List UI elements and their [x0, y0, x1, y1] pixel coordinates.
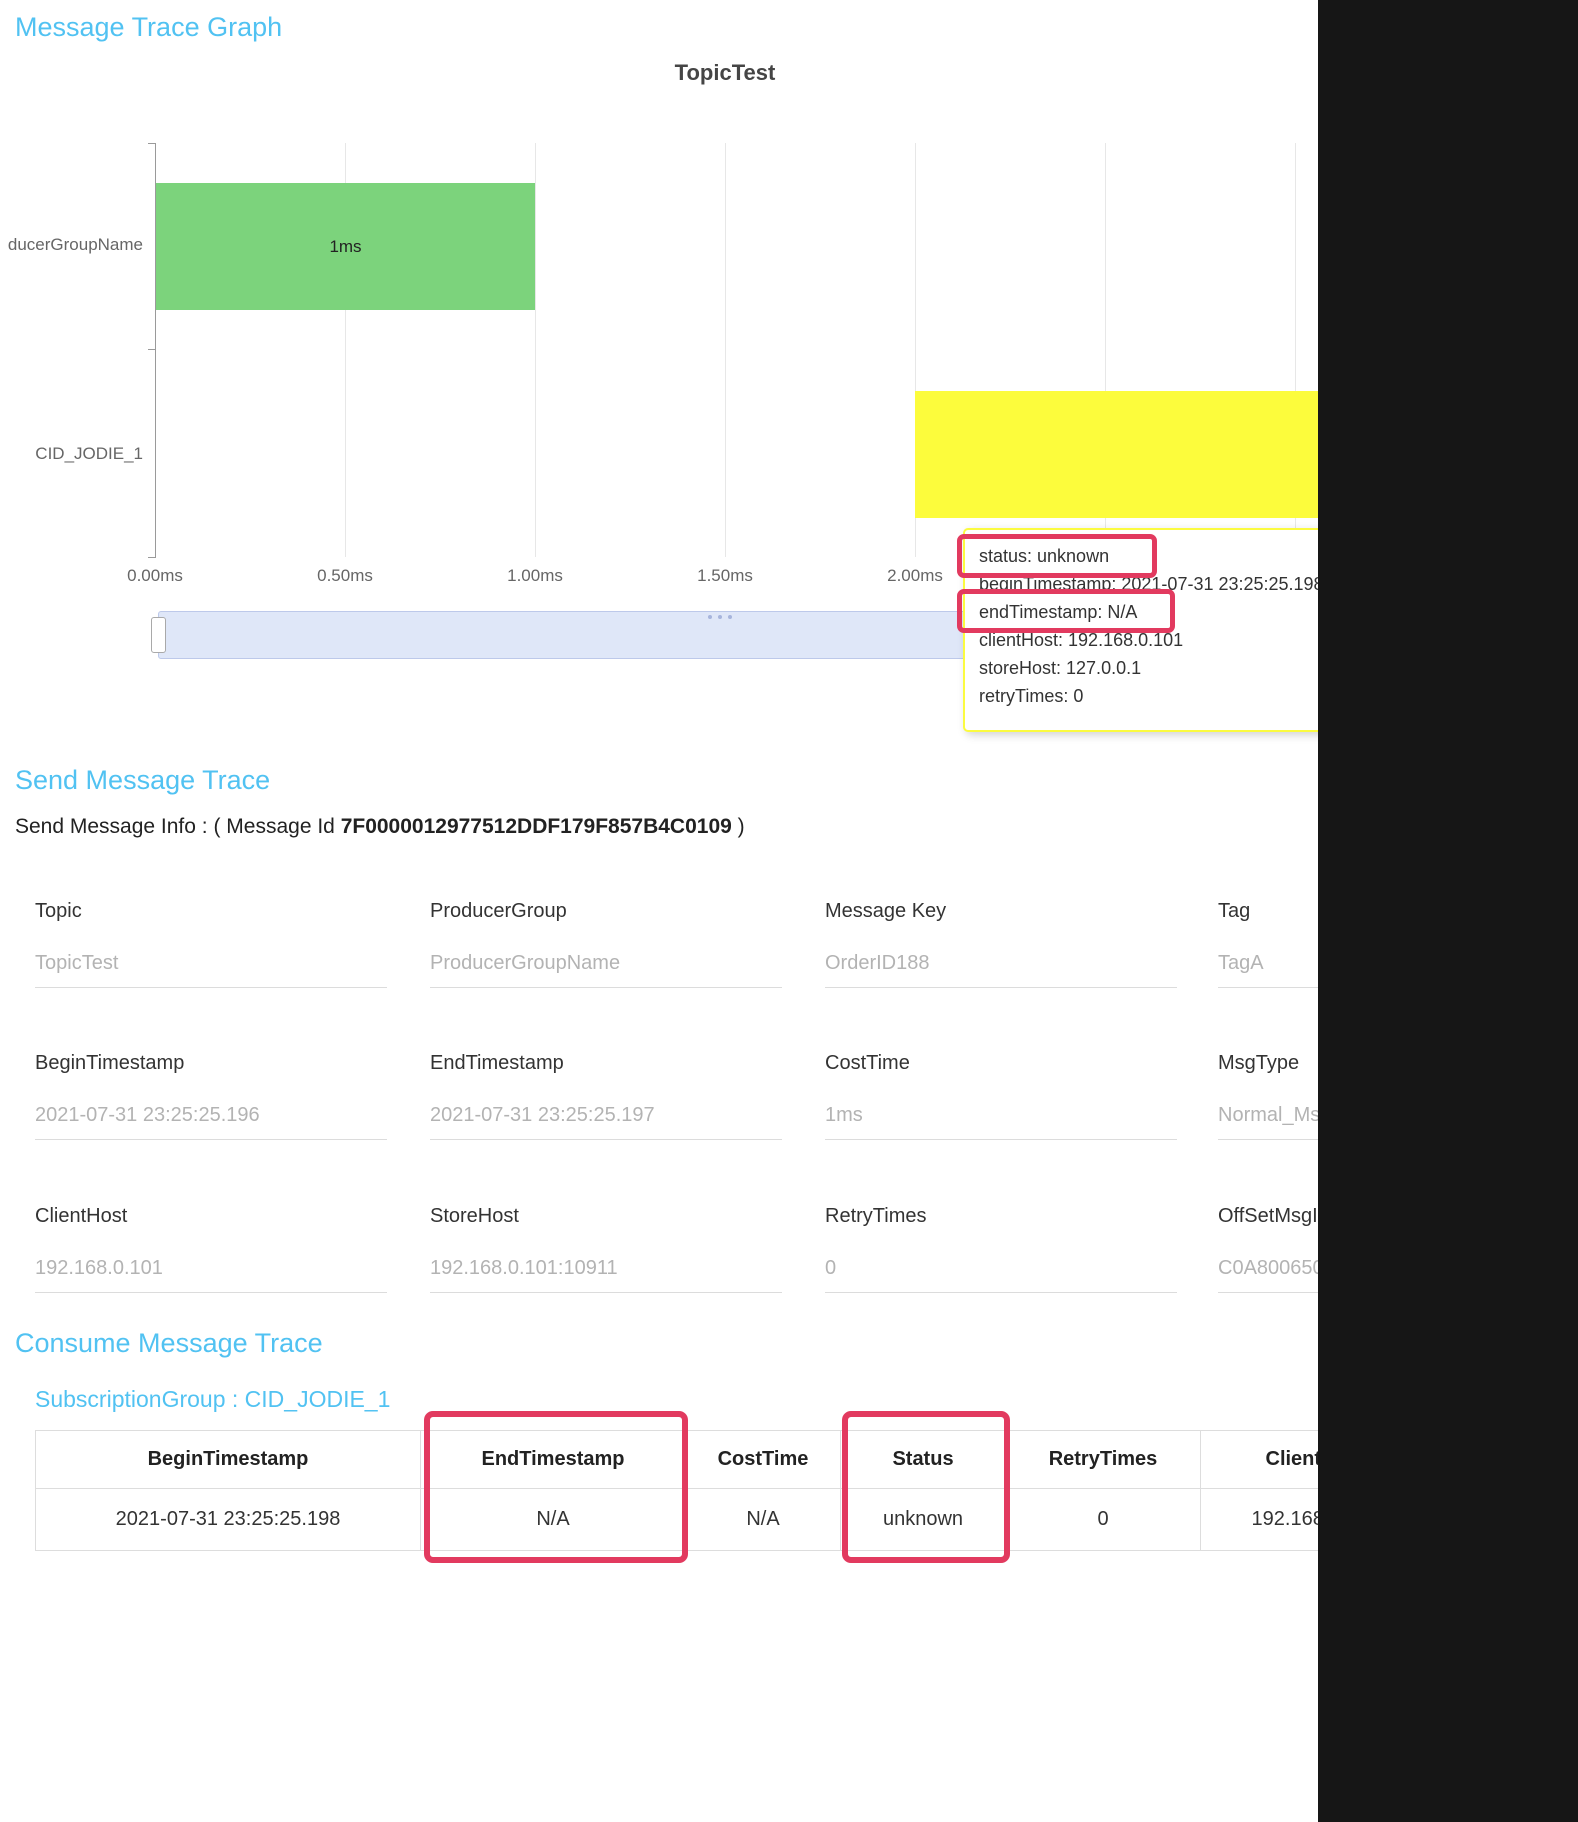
field-label: ProducerGroup: [430, 900, 567, 922]
annotation-box-status: [957, 534, 1157, 578]
table-row: 2021-07-31 23:25:25.198 N/A N/A unknown …: [35, 1488, 1431, 1551]
field-label: CostTime: [825, 1052, 910, 1074]
send-message-info-line: Send Message Info : ( Message Id 7F00000…: [15, 815, 745, 839]
right-dark-strip: [1318, 0, 1578, 1822]
gridline: [1105, 143, 1106, 557]
col-begintimestamp: BeginTimestamp: [35, 1430, 421, 1489]
field-begintimestamp: BeginTimestamp 2021-07-31 23:25:25.196: [35, 1052, 387, 1140]
send-message-trace-heading: Send Message Trace: [15, 765, 271, 795]
x-tick-label: 0.00ms: [127, 566, 183, 585]
field-label: ClientHost: [35, 1205, 128, 1227]
gridline: [535, 143, 536, 557]
field-label: OffSetMsgId: [1218, 1205, 1329, 1227]
y-axis-tick: [148, 557, 155, 558]
category-label-producer: ducerGroupName: [7, 235, 143, 254]
x-tick-label: 1.00ms: [507, 566, 563, 585]
send-info-suffix: ): [731, 815, 745, 838]
field-label: RetryTimes: [825, 1205, 927, 1227]
field-value: TopicTest: [35, 952, 387, 988]
field-producergroup: ProducerGroup ProducerGroupName: [430, 900, 782, 988]
annotation-box-status-column: [842, 1411, 1010, 1563]
field-label: StoreHost: [430, 1205, 519, 1227]
x-tick-label: 2.00ms: [887, 566, 943, 585]
datazoom-grip-dots: [718, 615, 722, 619]
field-label: Topic: [35, 900, 82, 922]
field-value: ProducerGroupName: [430, 952, 782, 988]
y-axis-tick: [148, 143, 155, 144]
field-value: 192.168.0.101:10911: [430, 1257, 782, 1293]
category-label-consumer: CID_JODIE_1: [35, 444, 143, 463]
field-costtime: CostTime 1ms: [825, 1052, 1177, 1140]
field-msgtype: MsgType Normal_Msg: [1218, 1052, 1570, 1140]
consume-message-trace-heading: Consume Message Trace: [15, 1328, 323, 1358]
field-value: 0: [825, 1257, 1177, 1293]
send-info-prefix: Send Message Info : ( Message Id: [15, 815, 341, 838]
field-storehost: StoreHost 192.168.0.101:10911: [430, 1205, 782, 1293]
field-value: 192.168.0.101: [35, 1257, 387, 1293]
x-tick-label: 1.50ms: [697, 566, 753, 585]
field-label: MsgType: [1218, 1052, 1300, 1074]
chart-title: TopicTest: [674, 60, 776, 85]
col-endtimestamp: EndTimestamp: [420, 1430, 686, 1489]
gridline: [725, 143, 726, 557]
gridline: [915, 143, 916, 557]
subscription-group-label: SubscriptionGroup : CID_JODIE_1: [35, 1386, 391, 1412]
cell-status: unknown: [840, 1488, 1006, 1551]
field-label: EndTimestamp: [430, 1052, 564, 1074]
tooltip-store-host: storeHost: 127.0.0.1: [979, 658, 1142, 678]
y-axis-line: [155, 143, 156, 558]
cell-begintimestamp: 2021-07-31 23:25:25.198: [35, 1488, 421, 1551]
field-label: Tag: [1218, 900, 1251, 922]
field-value: 1ms: [825, 1104, 1177, 1140]
datazoom-handle-left[interactable]: [151, 617, 166, 653]
message-id: 7F0000012977512DDF179F857B4C0109: [340, 815, 732, 838]
bar-cost-label: 1ms: [329, 236, 362, 256]
tooltip-status: status: unknown: [979, 546, 1110, 566]
x-tick-label: 0.50ms: [317, 566, 373, 585]
cell-retrytimes: 0: [1005, 1488, 1201, 1551]
gridline: [1295, 143, 1296, 557]
field-endtimestamp: EndTimestamp 2021-07-31 23:25:25.197: [430, 1052, 782, 1140]
tooltip-client-host: clientHost: 192.168.0.101: [979, 630, 1184, 650]
message-trace-graph-heading: Message Trace Graph: [15, 12, 283, 42]
cell-costtime: N/A: [685, 1488, 841, 1551]
field-topic: Topic TopicTest: [35, 900, 387, 988]
field-clienthost: ClientHost 192.168.0.101: [35, 1205, 387, 1293]
tooltip-end-timestamp: endTimestamp: N/A: [979, 602, 1138, 622]
field-label: BeginTimestamp: [35, 1052, 185, 1074]
field-value: OrderID188: [825, 952, 1177, 988]
consume-trace-table: BeginTimestamp EndTimestamp CostTime Sta…: [35, 1430, 1431, 1551]
field-message-key: Message Key OrderID188: [825, 900, 1177, 988]
field-label: Message Key: [825, 900, 947, 922]
y-axis-tick: [148, 349, 155, 350]
field-value: 2021-07-31 23:25:25.196: [35, 1104, 387, 1140]
datazoom-grip-dots: [728, 615, 732, 619]
field-retrytimes: RetryTimes 0: [825, 1205, 1177, 1293]
field-value: 2021-07-31 23:25:25.197: [430, 1104, 782, 1140]
annotation-box-endtimestamp-column: [424, 1411, 688, 1563]
annotation-box-endtimestamp: [957, 589, 1175, 633]
col-retrytimes: RetryTimes: [1005, 1430, 1201, 1489]
tooltip-retry-times: retryTimes: 0: [979, 686, 1084, 706]
table-header-row: BeginTimestamp EndTimestamp CostTime Sta…: [35, 1430, 1431, 1489]
bar-producer-group[interactable]: 1ms: [156, 183, 535, 310]
datazoom-grip-dots: [708, 615, 712, 619]
gridline: [345, 143, 346, 557]
col-costtime: CostTime: [685, 1430, 841, 1489]
bar-consumer-group[interactable]: [915, 391, 1360, 518]
cell-endtimestamp: N/A: [420, 1488, 686, 1551]
